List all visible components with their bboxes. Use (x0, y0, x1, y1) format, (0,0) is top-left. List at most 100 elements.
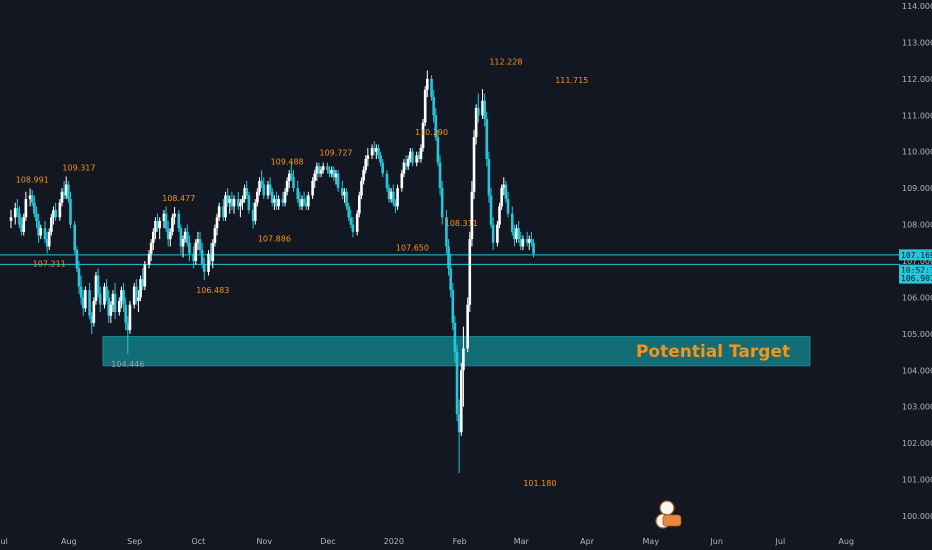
candle-body (345, 191, 348, 207)
candle-body (430, 78, 433, 98)
price-badge (899, 272, 932, 284)
candle-body (270, 191, 274, 203)
candle-body (162, 213, 166, 221)
candle-body (319, 169, 323, 174)
candle-body (510, 213, 514, 232)
x-tick-label: 2020 (384, 537, 404, 546)
candle-body (156, 220, 159, 229)
candle-body (260, 180, 263, 185)
candle-body (513, 231, 516, 240)
candle-body (275, 199, 278, 207)
candle-body (504, 184, 508, 200)
candle-body (489, 195, 493, 225)
candle-body (379, 155, 382, 163)
candle-body (474, 108, 478, 138)
candle-body (402, 162, 406, 174)
candle-body (347, 206, 351, 218)
candle-body (137, 297, 140, 302)
price-badge (899, 249, 932, 261)
candle-body (96, 275, 100, 294)
candle-body (188, 242, 191, 254)
candle-body (298, 199, 302, 207)
price-badge-text: 10:52:10 (901, 266, 932, 275)
y-tick-label: 102.000 (902, 439, 932, 448)
candle-body (517, 228, 520, 240)
candle-body (118, 301, 121, 312)
price-badge-text: 106.907 (901, 274, 932, 283)
candle-body (147, 253, 151, 265)
candle-body (135, 286, 138, 302)
candle-body (419, 148, 423, 159)
candle-body (434, 115, 438, 138)
candle-body (415, 155, 418, 163)
candle-body (409, 151, 412, 159)
pivot-label: 112.228 (489, 58, 522, 67)
candle-body (120, 290, 123, 302)
candle-body (483, 100, 486, 119)
candle-body (496, 224, 499, 243)
author-avatar-icon[interactable] (655, 500, 682, 529)
candle-body (194, 242, 198, 261)
candle-body (326, 166, 329, 170)
candle-body (239, 202, 242, 207)
candle-body (404, 162, 408, 167)
candle-body (362, 169, 365, 181)
pivot-label: 101.180 (523, 479, 556, 488)
candle-body (451, 290, 455, 323)
candle-body (317, 166, 321, 174)
candle-body (332, 169, 336, 178)
candle-body (421, 122, 425, 149)
candle-body (343, 191, 346, 196)
y-axis: 100.000 101.000 102.000 103.000 104.000 105.0… (902, 2, 932, 521)
candle-body (449, 268, 452, 291)
pivot-label: 107.211 (33, 259, 66, 268)
pivot-label: 108.311 (445, 219, 478, 228)
candle-body (226, 195, 229, 203)
candle-body (22, 217, 26, 232)
candle-body (360, 180, 363, 196)
candle-body (476, 108, 480, 116)
candle-body (50, 217, 53, 232)
candle-body (62, 191, 66, 196)
candle-body (530, 239, 533, 243)
pivot-label: 108.991 (16, 175, 49, 184)
candle-body (24, 199, 28, 218)
pivot-label: 104.446 (111, 360, 144, 369)
candle-body (527, 239, 531, 243)
candle-body (502, 184, 506, 189)
candle-body (515, 228, 518, 240)
candle-body (152, 231, 155, 243)
candle-body (304, 202, 308, 207)
candle-body (30, 195, 34, 203)
candle-body (196, 239, 200, 243)
candle-body (224, 195, 227, 218)
candle-body (377, 148, 380, 156)
y-tick-label: 100.000 (902, 512, 932, 521)
candle-body (400, 173, 404, 189)
candle-body (43, 228, 47, 240)
candle-body (183, 231, 187, 240)
candle-body (525, 239, 529, 243)
candle-body (37, 220, 40, 236)
pivot-label: 109.727 (319, 149, 352, 158)
y-tick-label: 106.000 (902, 293, 932, 302)
x-tick-label: Jul (775, 537, 786, 546)
candle-body (228, 199, 232, 203)
candle-body (341, 188, 344, 196)
candle-body (519, 239, 523, 247)
y-tick-label: 110.000 (902, 148, 932, 157)
candle-body (457, 414, 461, 433)
candle-body (470, 191, 474, 240)
candle-body (245, 188, 249, 196)
candle-body (253, 202, 257, 221)
candle-body (287, 173, 291, 181)
y-tick-label: 105.000 (902, 330, 932, 339)
candle-body (20, 224, 23, 232)
candle-body (532, 242, 535, 254)
candle-body (107, 297, 111, 316)
candle-body (491, 224, 495, 243)
x-tick-label: Aug (61, 537, 77, 546)
candle-body (466, 304, 469, 349)
